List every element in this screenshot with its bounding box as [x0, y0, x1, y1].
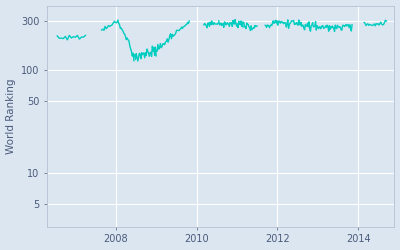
- Y-axis label: World Ranking: World Ranking: [6, 78, 16, 154]
